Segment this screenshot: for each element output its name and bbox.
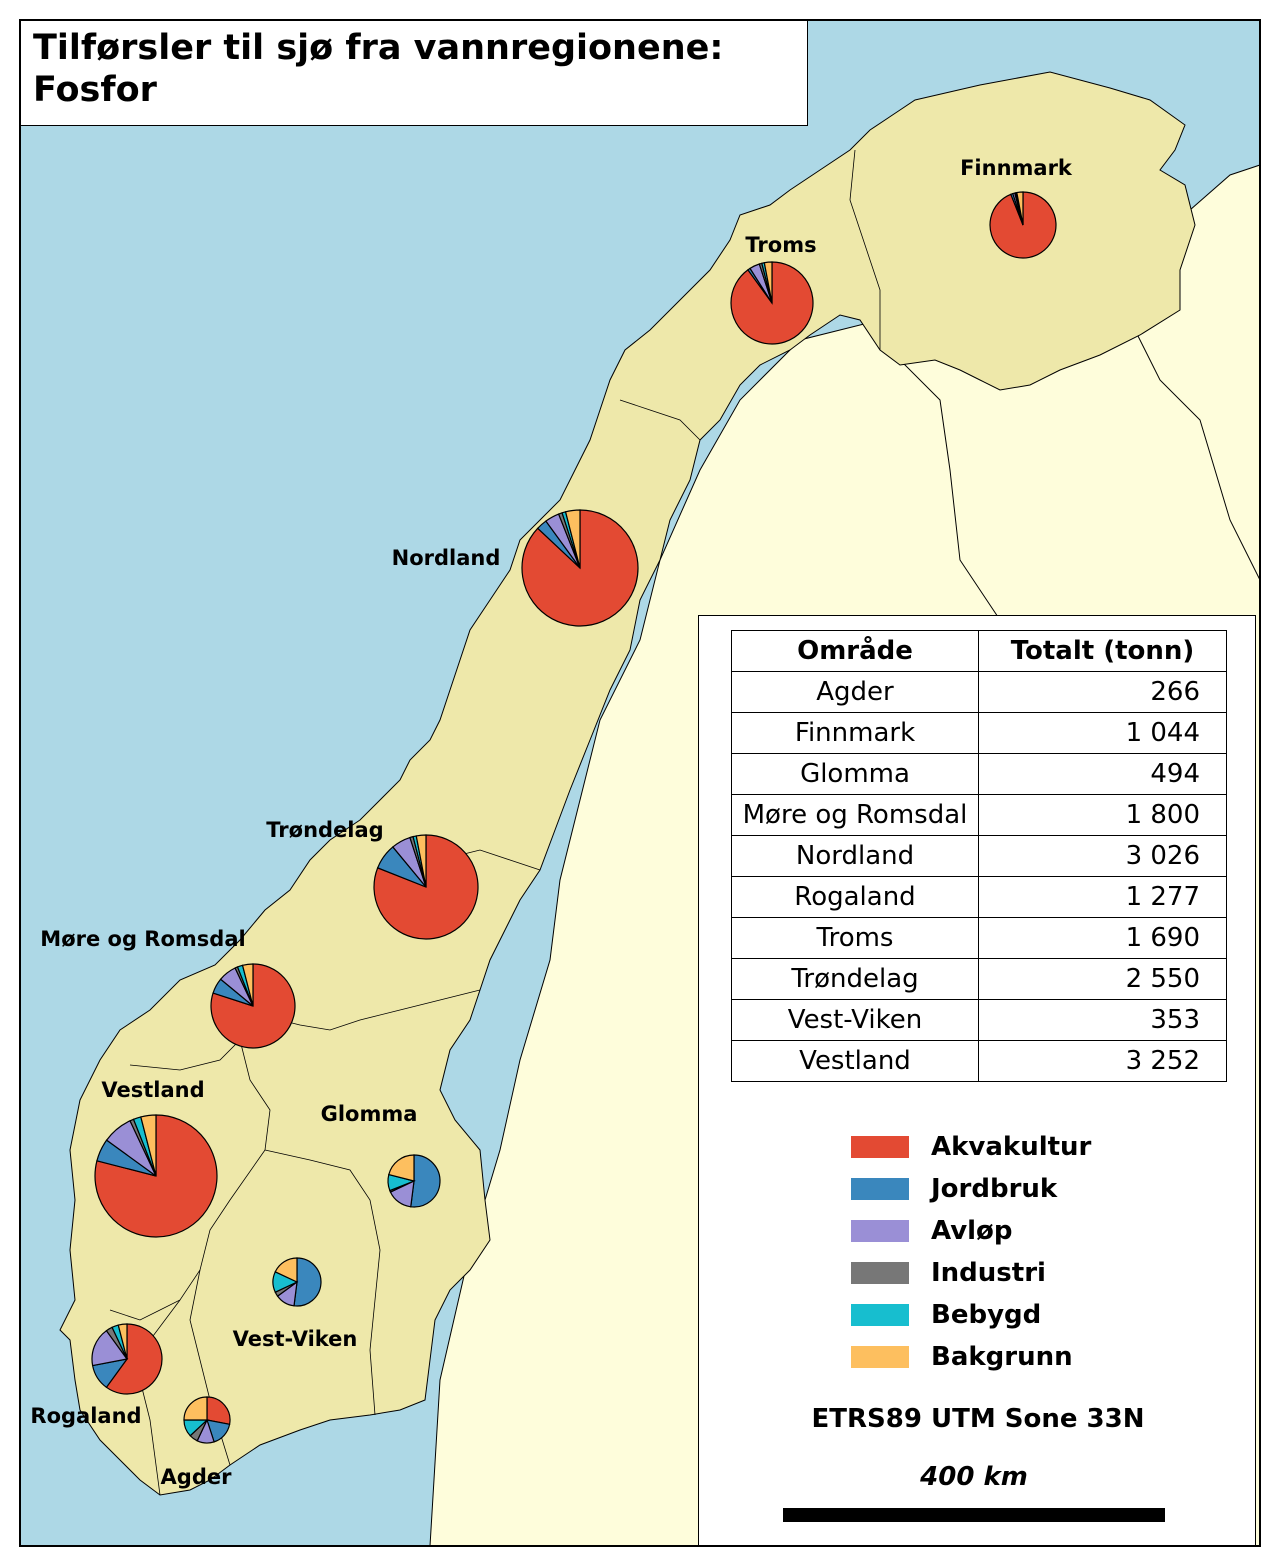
region-label-rogaland: Rogaland [30,1404,141,1428]
table-row: Møre og Romsdal 1 800 [731,794,1227,836]
column-header-omrade: Område [731,630,979,672]
legend-item-industri: Industri [851,1252,1091,1294]
pie-slice-bakgrunn [117,1323,128,1360]
pie-slice-bakgrunn [241,963,254,1007]
table-row: Trøndelag 2 550 [731,958,1227,1000]
pie-finnmark [989,191,1057,259]
region-label-more-og-romsdal: Møre og Romsdal [40,927,245,951]
legend-item-avlop: Avløp [851,1210,1091,1252]
legend-item-jordbruk: Jordbruk [851,1168,1091,1210]
crs-label: ETRS89 UTM Sone 33N [811,1404,1145,1434]
pie-slice-bakgrunn [763,261,773,304]
table-row: Nordland 3 026 [731,835,1227,877]
table-row: Glomma 494 [731,753,1227,795]
legend-label: Industri [931,1258,1046,1288]
region-label-trondelag: Trøndelag [266,818,383,842]
pie-slice-jordbruk [293,1257,322,1307]
table-cell-value: 1 800 [978,794,1227,836]
pie-slice-bakgrunn [183,1396,208,1421]
legend-swatch [851,1346,909,1368]
pie-møre-og-romsdal [210,963,296,1049]
table-row: Agder 266 [731,671,1227,713]
norway-land [59,71,1196,1496]
legend-label: Avløp [931,1216,1013,1246]
pie-agder [183,1396,231,1444]
pie-slice-jordbruk [410,1154,441,1208]
pie-vestland [94,1114,218,1238]
legend-swatch [851,1178,909,1200]
legend-panel: Område Totalt (tonn) Agder 266 Finnmark 1 … [698,615,1256,1546]
pie-slice-bakgrunn [1016,191,1024,226]
pie-layer [91,191,1057,1444]
region-label-finnmark: Finnmark [960,156,1073,180]
pie-slice-bakgrunn [415,834,427,888]
pie-rogaland [91,1323,163,1395]
category-legend: Akvakultur Jordbruk Avløp Industri Bebyg… [851,1126,1091,1378]
pie-slice-bakgrunn [274,1257,298,1283]
scale-label: 400 km [920,1462,1028,1492]
table-cell-name: Vest-Viken [731,999,979,1041]
legend-swatch [851,1304,909,1326]
pie-glomma [387,1154,441,1208]
table-row: Vestland 3 252 [731,1040,1227,1082]
pie-slice-akvakultur [206,1396,231,1426]
map-title: Tilførsler til sjø fra vannregionene: Fo… [33,28,724,110]
legend-swatch [851,1136,909,1158]
table-row: Troms 1 690 [731,917,1227,959]
table-cell-value: 1 044 [978,712,1227,754]
table-cell-name: Rogaland [731,876,979,918]
label-layer: Finnmark Troms Nordland Trøndelag Møre o… [30,156,1073,1489]
pie-slice-avlop [91,1329,129,1367]
pie-slice-bakgrunn [564,509,581,569]
table-cell-value: 1 690 [978,917,1227,959]
table-cell-value: 2 550 [978,958,1227,1000]
table-cell-name: Trøndelag [731,958,979,1000]
region-label-troms: Troms [745,233,816,257]
table-cell-name: Nordland [731,835,979,877]
pie-slice-bakgrunn [388,1154,415,1182]
pie-slice-akvakultur [105,1323,163,1395]
pie-trøndelag [373,834,479,940]
table-row: Rogaland 1 277 [731,876,1227,918]
table-row: Vest-Viken 353 [731,999,1227,1041]
table-cell-value: 494 [978,753,1227,795]
border-finland-russia [1129,319,1261,581]
region-label-nordland: Nordland [392,546,501,570]
table-cell-value: 1 277 [978,876,1227,918]
title-box: Tilførsler til sjø fra vannregionene: Fo… [20,20,808,126]
table-cell-name: Troms [731,917,979,959]
legend-label: Bebygd [931,1300,1042,1330]
pie-vest-viken [272,1257,322,1307]
legend-item-bakgrunn: Bakgrunn [851,1336,1091,1378]
legend-label: Bakgrunn [931,1342,1073,1372]
legend-item-bebygd: Bebygd [851,1294,1091,1336]
scale-bar [783,1508,1165,1522]
table-cell-name: Møre og Romsdal [731,794,979,836]
table-cell-value: 353 [978,999,1227,1041]
region-label-vestland: Vestland [101,1078,204,1102]
table-cell-name: Finnmark [731,712,979,754]
legend-swatch [851,1262,909,1284]
legend-swatch [851,1220,909,1242]
legend-item-akvakultur: Akvakultur [851,1126,1091,1168]
table-cell-value: 3 252 [978,1040,1227,1082]
pie-troms [730,261,814,345]
legend-label: Akvakultur [931,1132,1092,1162]
table-cell-value: 266 [978,671,1227,713]
table-cell-value: 3 026 [978,835,1227,877]
table-cell-name: Agder [731,671,979,713]
pie-slice-bakgrunn [140,1114,157,1177]
column-header-totalt: Totalt (tonn) [978,630,1227,672]
region-label-glomma: Glomma [321,1102,418,1126]
totals-table: Område Totalt (tonn) Agder 266 Finnmark 1 … [731,630,1227,1082]
pie-nordland [521,509,639,627]
region-label-vest-viken: Vest-Viken [233,1327,358,1351]
table-cell-name: Glomma [731,753,979,795]
legend-label: Jordbruk [931,1174,1058,1204]
table-header-row: Område Totalt (tonn) [731,630,1227,672]
region-label-agder: Agder [161,1465,233,1489]
table-cell-name: Vestland [731,1040,979,1082]
table-row: Finnmark 1 044 [731,712,1227,754]
